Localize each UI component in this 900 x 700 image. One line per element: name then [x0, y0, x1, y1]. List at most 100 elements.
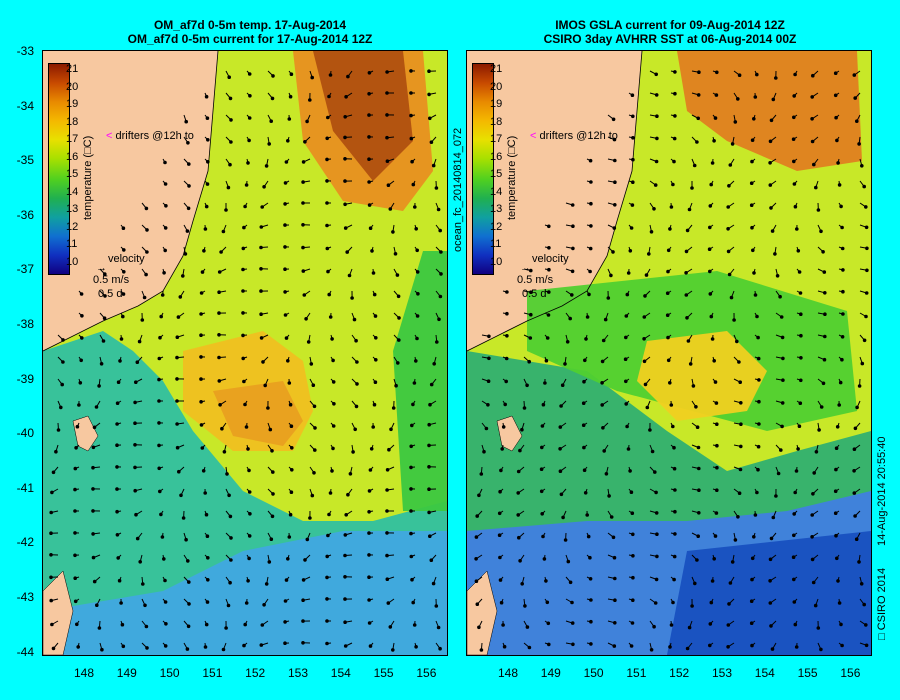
- colorbar-tick-label: 16: [66, 150, 79, 163]
- current-arrowhead: [328, 315, 333, 319]
- current-arrowhead: [91, 509, 95, 513]
- current-arrowhead: [205, 534, 210, 539]
- current-arrowhead: [438, 294, 443, 299]
- current-arrowhead: [50, 490, 54, 495]
- current-arrowhead: [474, 579, 479, 584]
- island-land: [72, 415, 99, 452]
- current-arrowhead: [206, 556, 210, 560]
- current-arrowhead: [819, 405, 824, 409]
- current-arrowhead: [729, 295, 734, 300]
- left-map-panel: [42, 50, 448, 656]
- current-arrowhead: [501, 623, 505, 627]
- current-arrowhead: [685, 646, 690, 651]
- current-arrowhead: [343, 135, 347, 140]
- current-arrowhead: [739, 401, 743, 405]
- current-arrowhead: [817, 428, 821, 432]
- current-arrowhead: [708, 292, 713, 296]
- current-arrowhead: [331, 446, 335, 451]
- current-arrowhead: [51, 470, 56, 475]
- current-arrowhead: [60, 382, 65, 387]
- current-arrowhead: [313, 426, 317, 430]
- current-arrowhead: [76, 645, 81, 649]
- current-arrowhead: [224, 626, 228, 630]
- current-arrowhead: [671, 424, 675, 429]
- current-arrowhead: [697, 466, 701, 471]
- current-arrowhead: [394, 383, 398, 388]
- current-arrowhead: [343, 597, 347, 601]
- current-arrowhead: [571, 224, 575, 228]
- current-arrowhead: [374, 358, 378, 362]
- current-arrowhead: [160, 293, 165, 297]
- model-run-label: ocean_fc_20140814_072: [452, 127, 464, 252]
- current-arrowhead: [429, 558, 434, 563]
- current-arrowhead: [372, 292, 377, 297]
- current-arrowhead: [860, 361, 865, 366]
- current-arrowhead: [791, 137, 796, 141]
- current-arrowhead: [654, 159, 659, 164]
- current-arrowhead: [75, 622, 79, 627]
- current-arrowhead: [205, 600, 210, 604]
- current-arrowhead: [386, 183, 391, 187]
- current-arrowhead: [798, 401, 803, 406]
- colorbar-tick-label: 20: [490, 80, 503, 93]
- current-arrowhead: [200, 446, 205, 450]
- latitude-label: -40: [16, 426, 34, 441]
- current-arrowhead: [388, 207, 393, 211]
- current-arrowhead: [604, 472, 609, 476]
- current-arrowhead: [217, 333, 221, 337]
- current-arrowhead: [796, 249, 801, 253]
- copyright-label: □ CSIRO 2014: [876, 567, 888, 640]
- current-arrowhead: [529, 290, 533, 294]
- current-arrowhead: [793, 204, 798, 209]
- current-arrowhead: [624, 314, 629, 318]
- current-arrowhead: [834, 115, 838, 120]
- current-arrowhead: [696, 445, 701, 450]
- current-arrowhead: [177, 469, 181, 474]
- right-colorbar: [472, 63, 494, 275]
- current-arrowhead: [120, 622, 125, 627]
- current-arrowhead: [474, 535, 479, 539]
- current-arrowhead: [697, 488, 701, 493]
- current-arrowhead: [80, 314, 84, 318]
- current-arrowhead: [434, 186, 439, 190]
- current-arrowhead: [642, 315, 647, 319]
- current-arrowhead: [755, 490, 759, 495]
- right-drifters-text: drifters @12h to: [539, 130, 618, 142]
- current-arrowhead: [163, 226, 168, 230]
- current-arrowhead: [643, 294, 647, 298]
- current-arrowhead: [794, 645, 799, 649]
- current-arrowhead: [713, 380, 718, 384]
- current-arrowhead: [264, 164, 269, 168]
- current-arrowhead: [623, 357, 628, 362]
- current-arrowhead: [427, 465, 431, 469]
- current-arrowhead: [810, 117, 814, 121]
- current-arrowhead: [606, 296, 611, 300]
- current-arrowhead: [145, 250, 149, 254]
- current-arrowhead: [283, 641, 287, 646]
- current-arrowhead: [287, 381, 292, 385]
- current-arrowhead: [546, 621, 551, 626]
- current-arrowhead: [163, 644, 168, 648]
- current-arrowhead: [367, 510, 371, 514]
- current-arrowhead: [343, 179, 347, 183]
- current-arrowhead: [241, 333, 245, 338]
- current-arrowhead: [74, 446, 78, 450]
- current-arrowhead: [499, 600, 504, 605]
- current-arrowhead: [631, 598, 635, 603]
- current-vectors: [474, 70, 869, 652]
- current-arrowhead: [409, 444, 414, 449]
- right-title-line1: IMOS GSLA current for 09-Aug-2014 12Z: [555, 18, 785, 32]
- current-arrowhead: [308, 98, 312, 102]
- current-arrowhead: [288, 94, 293, 99]
- current-arrowhead: [780, 401, 785, 405]
- current-arrowhead: [77, 403, 81, 407]
- current-arrowhead: [631, 136, 635, 140]
- current-arrowhead: [286, 557, 290, 561]
- current-arrowhead: [768, 557, 773, 562]
- current-arrowhead: [697, 70, 701, 75]
- current-arrowhead: [284, 578, 289, 582]
- current-arrowhead: [715, 488, 719, 493]
- current-arrowhead: [755, 314, 759, 319]
- current-arrowhead: [558, 447, 562, 451]
- current-arrowhead: [73, 466, 78, 471]
